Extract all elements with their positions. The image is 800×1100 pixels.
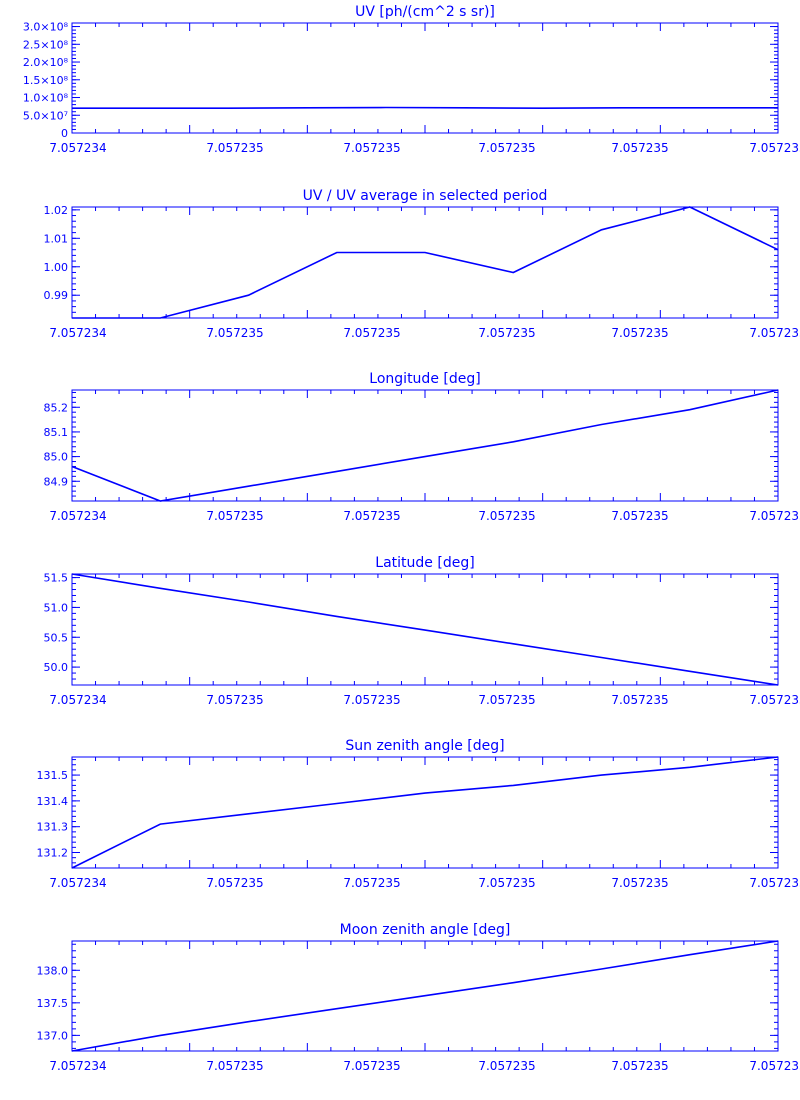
- y-tick-label: 138.0: [37, 964, 69, 977]
- x-tick-label: 7.057235: [611, 693, 668, 707]
- y-tick-label: 51.5: [44, 572, 69, 585]
- y-tick-label: 1.5×10⁸: [23, 74, 69, 87]
- data-series-line: [71, 389, 779, 502]
- y-tick-label: 3.0×10⁸: [23, 21, 69, 34]
- data-series-line: [72, 106, 778, 110]
- plot-frame: [71, 22, 779, 134]
- y-tick-label: 85.1: [44, 426, 69, 439]
- x-tick-label: 7.057235: [206, 326, 263, 340]
- y-tick-label: 51.0: [44, 601, 69, 614]
- x-tick-label: 7.057235: [611, 509, 668, 523]
- x-tick-label: 7.057235: [343, 141, 400, 155]
- x-tick-label: 7.057235: [206, 876, 263, 890]
- y-tick-label: 1.02: [44, 204, 69, 217]
- x-tick-label: 7.057234: [49, 1059, 106, 1073]
- chart-title: UV [ph/(cm^2 s sr)]: [355, 4, 495, 20]
- plot-frame: [71, 389, 779, 502]
- x-tick-label: 7.057234: [49, 693, 106, 707]
- chart-panel-4: Latitude [deg] 7.057234 7.057235 7.057235 7.…: [44, 555, 800, 707]
- data-series-line: [71, 573, 779, 686]
- y-tick-label: 85.0: [44, 451, 69, 464]
- x-tick-label: 7.057235: [749, 141, 800, 155]
- x-tick-label: 7.057235: [478, 693, 535, 707]
- y-tick-label: 0: [61, 127, 68, 140]
- y-tick-label: 131.2: [37, 847, 69, 860]
- x-tick-label: 7.057235: [478, 326, 535, 340]
- chart-title: Sun zenith angle [deg]: [345, 738, 504, 754]
- x-tick-label: 7.057235: [478, 509, 535, 523]
- x-tick-label: 7.057235: [206, 693, 263, 707]
- data-series-line: [71, 940, 779, 1052]
- chart-title: Moon zenith angle [deg]: [340, 922, 511, 938]
- x-tick-label: 7.057235: [343, 1059, 400, 1073]
- y-tick-label: 1.0×10⁸: [23, 92, 69, 105]
- x-tick-label: 7.057234: [49, 876, 106, 890]
- x-tick-label: 7.057235: [343, 876, 400, 890]
- x-tick-label: 7.057235: [611, 876, 668, 890]
- y-tick-label: 84.9: [44, 475, 69, 488]
- chart-panel-1: UV [ph/(cm^2 s sr)] 7.057234 7.057235 7.057…: [23, 4, 800, 155]
- plot-frame: [71, 206, 779, 319]
- chart-title: Longitude [deg]: [369, 371, 480, 387]
- data-series-line: [71, 756, 779, 869]
- x-tick-label: 7.057235: [206, 1059, 263, 1073]
- y-tick-label: 2.5×10⁸: [23, 38, 69, 51]
- x-tick-label: 7.057235: [749, 876, 800, 890]
- y-tick-label: 50.5: [44, 631, 69, 644]
- x-tick-label: 7.057234: [49, 509, 106, 523]
- y-tick-label: 0.99: [44, 289, 69, 302]
- chart-panel-6: Moon zenith angle [deg] 7.057234 7.057235 7…: [37, 922, 800, 1073]
- y-tick-label: 50.0: [44, 661, 69, 674]
- x-tick-label: 7.057235: [206, 141, 263, 155]
- y-tick-label: 1.00: [44, 261, 69, 274]
- chart-panel-5: Sun zenith angle [deg] 7.057234 7.057235 7.…: [37, 738, 800, 890]
- y-tick-label: 5.0×10⁷: [23, 109, 68, 122]
- x-tick-label: 7.057235: [478, 876, 535, 890]
- x-tick-label: 7.057235: [749, 693, 800, 707]
- y-tick-label: 85.2: [44, 401, 69, 414]
- x-tick-label: 7.057235: [343, 693, 400, 707]
- x-tick-label: 7.057235: [343, 326, 400, 340]
- y-tick-label: 131.3: [37, 821, 69, 834]
- x-tick-label: 7.057235: [478, 141, 535, 155]
- y-tick-label: 1.01: [44, 232, 69, 245]
- x-tick-label: 7.057235: [611, 1059, 668, 1073]
- chart-title: Latitude [deg]: [375, 555, 474, 571]
- chart-panel-3: Longitude [deg] 7.057234 7.057235 7.057235 7…: [44, 371, 800, 523]
- data-series-line: [72, 206, 779, 319]
- x-tick-label: 7.057234: [49, 141, 106, 155]
- x-tick-label: 7.057235: [749, 1059, 800, 1073]
- x-tick-label: 7.057235: [611, 141, 668, 155]
- x-tick-label: 7.057235: [749, 326, 800, 340]
- y-tick-label: 137.0: [37, 1029, 69, 1042]
- x-tick-label: 7.057235: [749, 509, 800, 523]
- y-tick-label: 131.4: [37, 795, 69, 808]
- chart-title: UV / UV average in selected period: [303, 188, 548, 204]
- y-tick-label: 2.0×10⁸: [23, 56, 69, 69]
- plot-frame: [71, 756, 779, 869]
- y-tick-label: 131.5: [37, 769, 69, 782]
- x-tick-label: 7.057235: [478, 1059, 535, 1073]
- chart-panel-2: UV / UV average in selected period 7.0572…: [44, 188, 800, 340]
- x-tick-label: 7.057235: [343, 509, 400, 523]
- x-tick-label: 7.057234: [49, 326, 106, 340]
- x-tick-label: 7.057235: [611, 326, 668, 340]
- y-tick-label: 137.5: [37, 997, 69, 1010]
- x-tick-label: 7.057235: [206, 509, 263, 523]
